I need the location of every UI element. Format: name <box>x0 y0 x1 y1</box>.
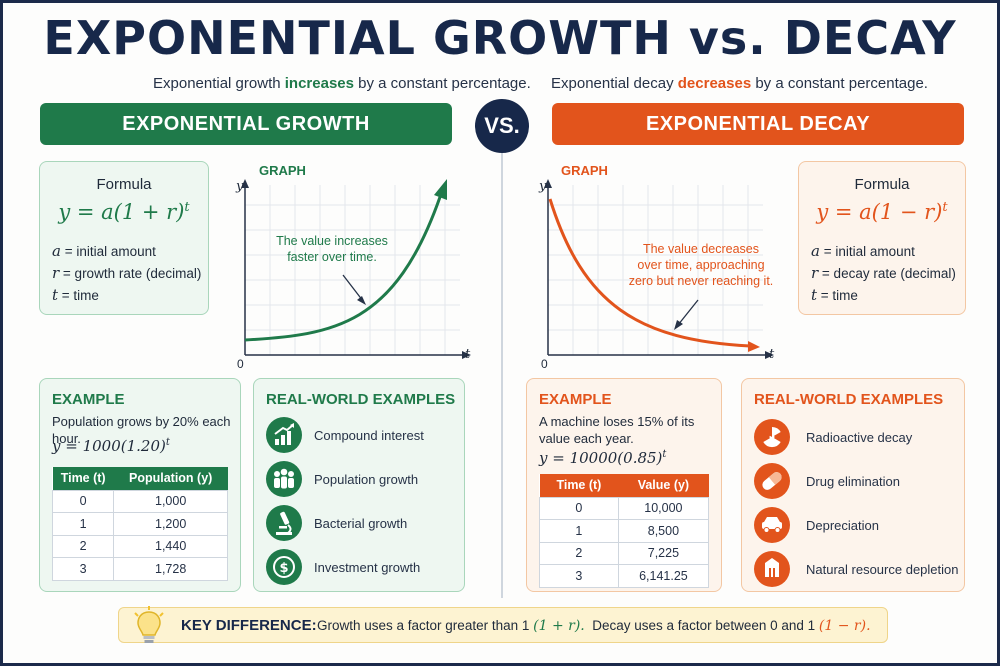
decay-subtitle: Exponential decay decreases by a constan… <box>551 75 928 92</box>
table-row: 1 8,500 <box>539 519 710 543</box>
table-row: 2 7,225 <box>539 541 710 565</box>
resource-icon <box>754 551 790 587</box>
growth-real-world-card: REAL-WORLD EXAMPLES Compound interest Po… <box>253 378 465 592</box>
lightbulb-icon <box>134 606 164 643</box>
capsule-icon <box>754 463 790 499</box>
decay-annotation-arrow <box>677 299 699 326</box>
growth-curve <box>244 196 442 342</box>
table-header-row: Time (t) Value (y) <box>539 474 709 497</box>
growth-example-card: EXAMPLE Population grows by 20% each hou… <box>39 378 241 592</box>
decay-formula-label: Formula <box>854 176 910 193</box>
decay-graph-label: GRAPH <box>561 163 608 178</box>
decay-example-text: A machine loses 15% of its value each ye… <box>539 414 695 446</box>
page-title: EXPONENTIAL GROWTH vs. DECAY <box>43 11 957 65</box>
key-difference-text: Growth uses a factor greater than 1 (1 +… <box>317 618 871 634</box>
car-icon <box>754 507 790 543</box>
decay-graph-origin: 0 <box>541 357 548 371</box>
decay-formula-card: Formula y = a(1 − r)t a = initial amount… <box>798 161 966 315</box>
growth-graph-origin: 0 <box>237 357 244 371</box>
decay-curve-arrow <box>748 341 760 352</box>
decay-graph-annotation: The value decreases over time, approachi… <box>628 242 774 288</box>
table-row: 3 1,728 <box>51 557 228 581</box>
growth-def-a: a = initial amount <box>52 242 156 260</box>
growth-example-title: EXAMPLE <box>52 391 125 408</box>
growth-real-world-item: Compound interest <box>314 428 424 443</box>
growth-example-table: Time (t) Population (y) 0 1,000 1 1,200 2 1,… <box>51 467 228 581</box>
decay-formula: y = a(1 − r)t <box>816 200 948 224</box>
growth-formula-card: Formula y = a(1 + r)t a = initial amount… <box>39 161 209 315</box>
decay-real-world-item: Natural resource depletion <box>806 562 959 577</box>
growth-example-formula: y = 1000(1.20)t <box>52 437 170 455</box>
radiation-icon <box>754 419 790 455</box>
decay-graph <box>544 179 774 359</box>
table-header-row: Time (t) Population (y) <box>52 467 228 490</box>
center-divider <box>501 153 503 598</box>
growth-graph-label: GRAPH <box>259 163 306 178</box>
growth-graph-x-label: t <box>465 347 471 362</box>
decay-real-world-item: Drug elimination <box>806 474 900 489</box>
svg-text:$: $ <box>279 561 288 576</box>
decay-example-card: EXAMPLE A machine loses 15% of its value… <box>526 378 722 592</box>
decay-graph-y-label: y <box>539 179 547 194</box>
growth-real-world-title: REAL-WORLD EXAMPLES <box>266 391 456 408</box>
table-row: 0 10,000 <box>539 496 710 520</box>
dollar-coin-icon: $ <box>266 549 302 585</box>
decay-def-r: r = decay rate (decimal) <box>811 264 956 282</box>
growth-subtitle: Exponential growth increases by a consta… <box>153 75 531 92</box>
table-row: 1 1,200 <box>51 512 228 536</box>
decay-real-world-item: Depreciation <box>806 518 879 533</box>
decay-graph-grid <box>548 185 763 355</box>
growth-formula: y = a(1 + r)t <box>58 200 190 224</box>
decay-graph-x-label: t <box>769 347 775 362</box>
growth-real-world-item: Bacterial growth <box>314 516 408 531</box>
decay-example-title: EXAMPLE <box>539 391 612 408</box>
decay-real-world-title: REAL-WORLD EXAMPLES <box>754 391 944 408</box>
people-group-icon <box>266 461 302 497</box>
growth-formula-label: Formula <box>96 176 152 193</box>
microscope-icon <box>266 505 302 541</box>
decay-def-t: t = time <box>811 286 858 304</box>
growth-banner: EXPONENTIAL GROWTH <box>40 103 452 145</box>
growth-example-text: Population grows by 20% each hour. <box>52 414 231 446</box>
table-row: 2 1,440 <box>51 534 228 558</box>
decay-def-a: a = initial amount <box>811 242 915 260</box>
decay-real-world-item: Radioactive decay <box>806 430 913 445</box>
growth-def-t: t = time <box>52 286 99 304</box>
rising-bar-chart-icon <box>266 417 302 453</box>
growth-graph <box>241 179 471 359</box>
table-row: 3 6,141.25 <box>539 564 710 588</box>
decay-curve <box>548 198 751 348</box>
growth-annotation-arrow <box>342 274 364 302</box>
growth-def-r: r = growth rate (decimal) <box>52 264 202 282</box>
growth-graph-grid <box>245 185 460 355</box>
growth-graph-y-label: y <box>236 179 244 194</box>
table-row: 0 1,000 <box>51 489 228 513</box>
decay-real-world-card: REAL-WORLD EXAMPLES Radioactive decay Dr… <box>741 378 965 592</box>
growth-real-world-item: Population growth <box>314 472 419 487</box>
decay-example-formula: y = 10000(0.85)t <box>539 449 667 467</box>
growth-curve-arrow <box>434 179 447 200</box>
growth-real-world-item: Investment growth <box>314 560 421 575</box>
key-difference-box: KEY DIFFERENCE: Growth uses a factor gre… <box>118 607 888 643</box>
decay-example-table: Time (t) Value (y) 0 10,000 1 8,500 2 7,225 … <box>539 474 710 588</box>
decay-banner: EXPONENTIAL DECAY <box>552 103 964 145</box>
key-difference-label: KEY DIFFERENCE: <box>181 617 317 634</box>
growth-graph-annotation: The value increases faster over time. <box>276 234 388 264</box>
vs-badge: VS. <box>475 99 529 153</box>
